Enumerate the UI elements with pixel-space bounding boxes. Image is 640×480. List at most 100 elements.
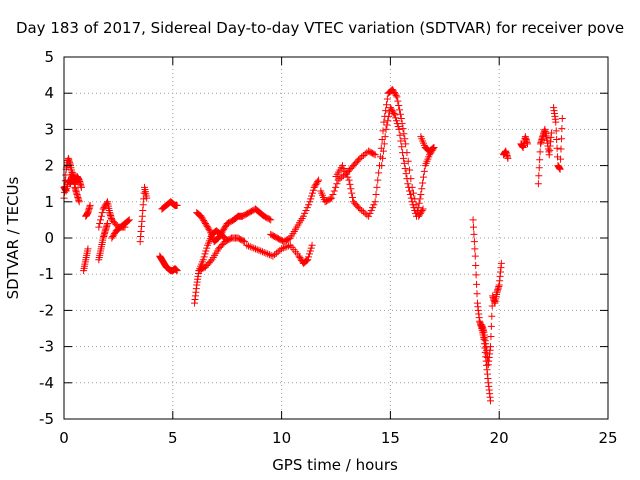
x-axis-label: GPS time / hours xyxy=(272,456,398,474)
data-point xyxy=(199,256,207,264)
data-point xyxy=(363,211,371,219)
data-point xyxy=(417,191,425,199)
data-point xyxy=(387,105,395,113)
data-point xyxy=(214,234,222,242)
data-point xyxy=(200,253,208,261)
data-point xyxy=(553,144,561,152)
data-point xyxy=(416,195,424,203)
data-point xyxy=(473,290,481,298)
data-point xyxy=(488,312,496,320)
data-point xyxy=(367,206,375,214)
data-point xyxy=(358,153,366,161)
data-point xyxy=(121,223,129,231)
data-point xyxy=(380,118,388,126)
data-point xyxy=(391,90,399,98)
data-point xyxy=(297,255,305,263)
data-point xyxy=(75,198,83,206)
data-point xyxy=(392,91,400,99)
data-point xyxy=(536,156,544,164)
data-point xyxy=(415,199,423,207)
data-point xyxy=(241,238,249,246)
data-point xyxy=(523,140,531,148)
data-point xyxy=(534,180,542,188)
data-point xyxy=(378,136,386,144)
data-point xyxy=(395,125,403,133)
tick-layer: 0 5 10 15 20 25 -5 -4 -3 -2 -1 0 1 2 3 4 5 xyxy=(39,48,618,447)
data-point xyxy=(382,107,390,115)
data-point xyxy=(110,231,118,239)
data-point xyxy=(390,109,398,117)
data-point xyxy=(315,176,323,184)
data-point xyxy=(359,151,367,159)
data-point xyxy=(383,95,391,103)
data-point xyxy=(243,241,251,249)
data-point xyxy=(295,252,303,260)
data-point xyxy=(535,172,543,180)
data-point xyxy=(418,185,426,193)
data-point xyxy=(304,256,312,264)
data-point xyxy=(205,225,213,233)
series-arc-13 xyxy=(193,205,275,246)
data-point xyxy=(239,237,247,245)
data-point xyxy=(328,194,336,202)
data-point xyxy=(355,156,363,164)
data-point xyxy=(332,183,340,191)
data-point xyxy=(369,204,377,212)
data-point xyxy=(329,191,337,199)
data-point xyxy=(267,216,275,224)
data-point xyxy=(403,175,411,183)
data-point xyxy=(309,186,317,194)
data-point xyxy=(342,170,350,178)
data-point xyxy=(389,86,397,94)
data-point xyxy=(413,212,421,220)
data-point xyxy=(473,280,481,288)
y-tick-label: 2 xyxy=(44,157,54,175)
series-arc-18 xyxy=(332,86,427,220)
data-point xyxy=(487,332,495,340)
data-point xyxy=(110,230,118,238)
data-point xyxy=(389,87,397,95)
data-point xyxy=(99,205,107,213)
data-point xyxy=(202,221,210,229)
data-point xyxy=(305,250,313,258)
data-point xyxy=(313,179,321,187)
data-point xyxy=(98,209,106,217)
y-tick-label: 3 xyxy=(44,120,54,138)
data-point xyxy=(393,93,401,101)
data-point xyxy=(373,183,381,191)
data-point xyxy=(207,257,215,265)
data-point xyxy=(308,189,316,197)
data-point xyxy=(392,114,400,122)
data-point xyxy=(379,147,387,155)
data-point xyxy=(486,343,494,351)
data-point xyxy=(203,244,211,252)
series-arc-8 xyxy=(108,216,129,231)
data-point xyxy=(86,201,94,209)
data-point xyxy=(379,154,387,162)
data-point xyxy=(406,187,414,195)
data-point xyxy=(392,117,400,125)
data-point xyxy=(173,201,181,209)
data-point xyxy=(470,238,478,246)
data-point xyxy=(469,216,477,224)
data-point xyxy=(400,130,408,138)
data-point xyxy=(215,233,223,241)
y-tick-label: 5 xyxy=(44,48,54,66)
data-point xyxy=(257,247,265,255)
series-arc-4 xyxy=(82,201,94,220)
y-tick-label: -2 xyxy=(39,301,54,319)
data-point xyxy=(374,176,382,184)
data-point xyxy=(380,140,388,148)
data-point xyxy=(398,143,406,151)
series-arc-24 xyxy=(517,133,531,151)
data-point xyxy=(302,257,310,265)
data-point xyxy=(305,253,313,261)
data-point xyxy=(420,167,428,175)
data-point xyxy=(379,127,387,135)
data-point xyxy=(399,149,407,157)
series-arc-22 xyxy=(478,259,505,369)
data-point xyxy=(303,256,311,264)
data-point xyxy=(487,322,495,330)
data-point xyxy=(348,189,356,197)
data-point xyxy=(355,204,363,212)
